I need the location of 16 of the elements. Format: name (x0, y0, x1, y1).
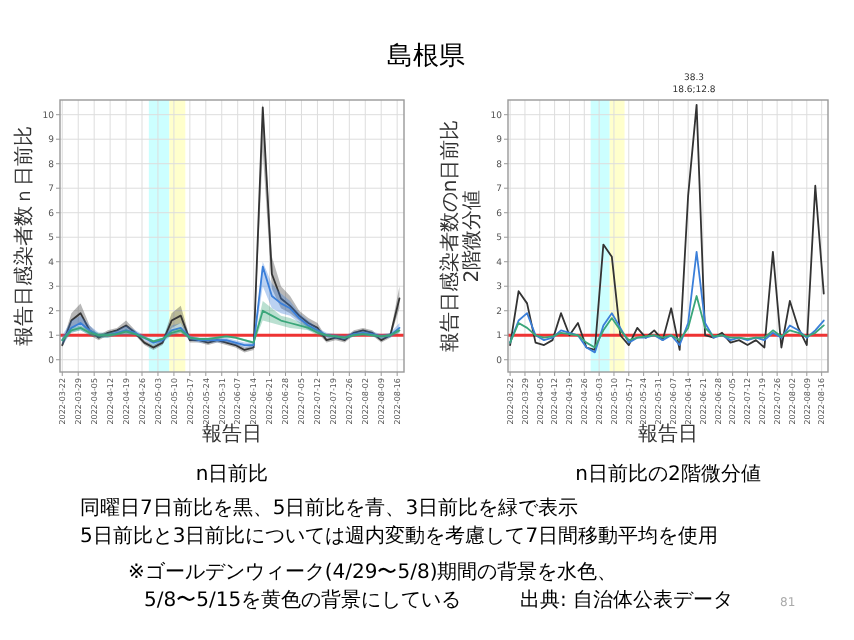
line-series (509, 251, 825, 354)
x-axis-title: 報告日 (202, 422, 262, 446)
text: ※ゴールデンウィーク(4/29〜5/8)期間の背景を水色、 (128, 560, 618, 584)
source-note: 出典: 自治体公表データ (520, 588, 734, 612)
text: 島根県 (387, 42, 465, 72)
line-series (61, 309, 401, 344)
text: 5日前比と3日前比については週内変動を考慮して7日間移動平均を使用 (80, 524, 719, 548)
line-series (509, 295, 825, 349)
x-axis-title: 報告日 (638, 422, 698, 446)
text: 5/8〜5/15を黄色の背景にしている (144, 588, 462, 612)
y-axis-title: 報告日感染者数ｎ日前比 (12, 126, 36, 346)
line-series (509, 104, 825, 351)
text: n日前比 (195, 462, 269, 486)
text: 同曜日7日前比を黒、5日前比を青、3日前比を緑で表示 (80, 496, 579, 520)
text: n日前比の2階微分値 (575, 462, 761, 486)
y-axis-title: 報告日感染者数のn日前比 2階微分値 (438, 119, 484, 353)
